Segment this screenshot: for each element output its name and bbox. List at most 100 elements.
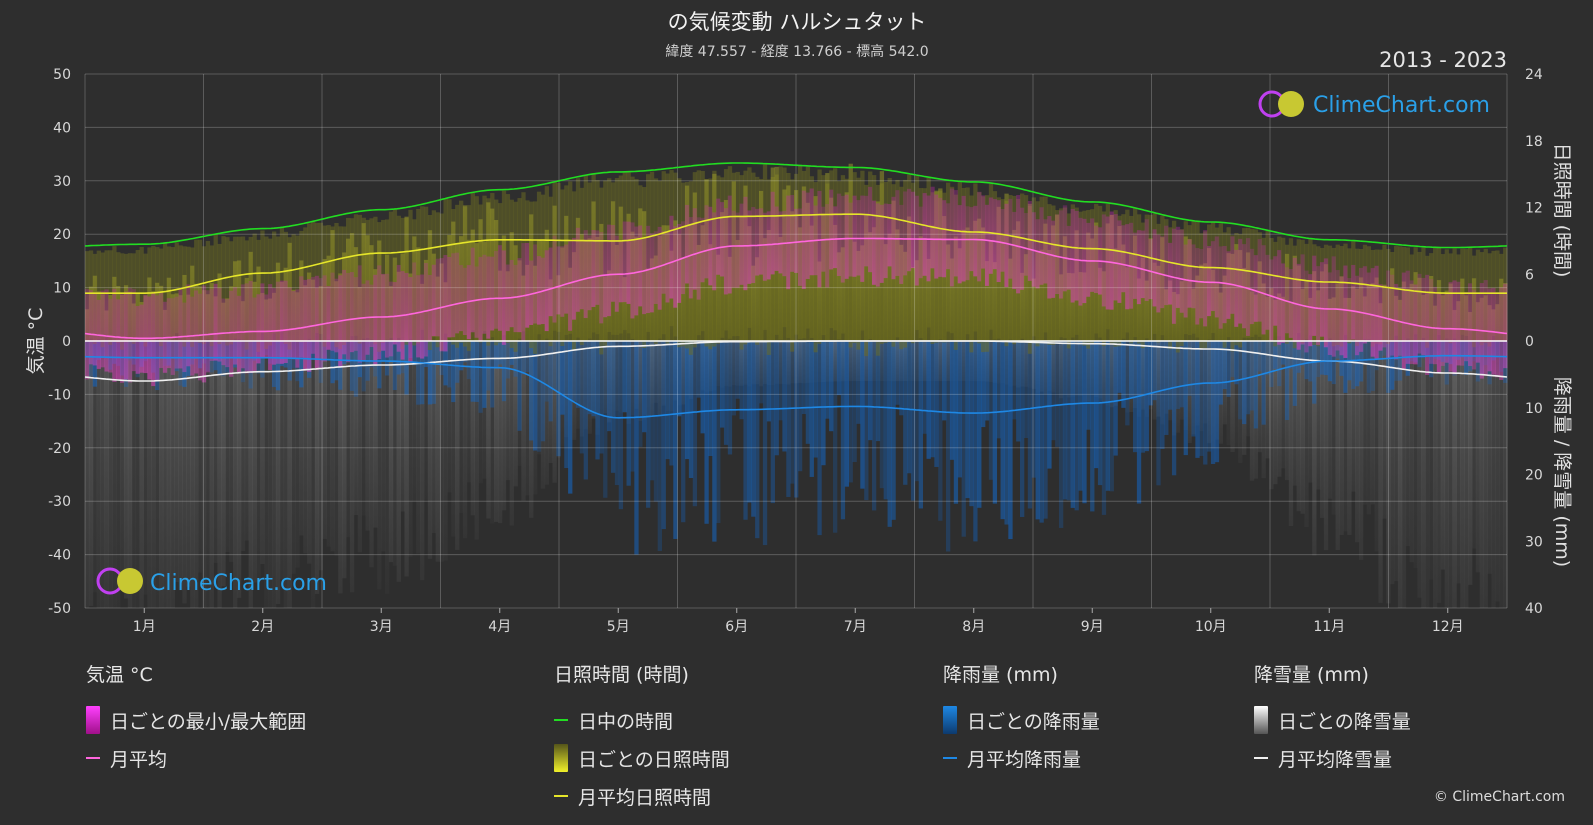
daily-temp-range (938, 197, 943, 277)
daily-temp-range (1144, 219, 1149, 301)
daily-temp-range (178, 289, 183, 369)
right-axis-label-bottom: 降雨量 / 降雪量 (mm) (1551, 377, 1573, 567)
daily-temp-range (1117, 220, 1122, 303)
daily-rain-bar (1253, 341, 1259, 429)
daily-temp-range (548, 247, 553, 317)
daily-snow-bar (455, 341, 460, 550)
daily-rain-bar (420, 341, 425, 405)
daily-snow-bar (1468, 341, 1473, 585)
daily-rain-bar (529, 341, 534, 441)
daily-temp-range (864, 195, 869, 267)
daily-temp-range (186, 284, 191, 367)
daily-temp-range (392, 282, 398, 345)
daily-snow-bar (1503, 341, 1508, 608)
daily-snow-bar (123, 341, 129, 599)
daily-snow-bar (244, 341, 250, 541)
daily-temp-range (1483, 280, 1488, 376)
daily-temp-range (1436, 293, 1442, 373)
daily-temp-range (692, 208, 698, 290)
daily-snow-bar (681, 341, 686, 405)
daily-temp-range (618, 241, 624, 303)
daily-snow-bar (416, 341, 421, 554)
daily-snow-bar (856, 341, 861, 382)
daily-snow-bar (1432, 341, 1438, 608)
temp-avg-line (84, 237, 1508, 340)
daily-rain-bar (860, 341, 865, 489)
daily-temp-range (318, 278, 324, 369)
daily-sunshine-bar (910, 267, 916, 341)
daily-snow-bar (229, 341, 234, 562)
daily-snow-bar (209, 341, 214, 608)
daily-snow-bar (638, 341, 643, 421)
daily-temp-range (688, 217, 694, 299)
daily-snow-bar (353, 341, 359, 516)
daily-snow-bar (1397, 341, 1403, 608)
daily-snow-bar (1238, 341, 1243, 463)
daily-temp-range (260, 283, 265, 359)
left-tick-label: -50 (48, 601, 71, 617)
daily-rain-bar (1362, 341, 1368, 364)
daily-snow-bar (1039, 341, 1044, 392)
daily-snow-bar (159, 341, 164, 608)
x-tick-label: 3月 (370, 619, 393, 635)
daily-temp-range (213, 283, 218, 361)
watermark-text: ClimeChart.com (150, 571, 327, 596)
daily-temp-range (1152, 229, 1157, 307)
x-tick-label: 7月 (844, 619, 867, 635)
daily-sunshine-bar (836, 252, 842, 341)
daily-rain-bar (486, 341, 491, 391)
daily-snow-bar (116, 341, 121, 608)
daily-temp-range (1394, 283, 1399, 360)
daily-temp-range (708, 206, 713, 286)
daily-rain-bar (938, 341, 943, 521)
daily-temp-range (1335, 270, 1340, 351)
daily-temp-range (1058, 210, 1064, 299)
daily-snow-bar (190, 341, 195, 608)
daily-temp-range (373, 274, 378, 365)
daily-snow-bar (653, 341, 659, 403)
daily-rain-bar (1031, 341, 1036, 478)
daily-snow-bar (166, 341, 172, 608)
daily-snow-bar (338, 341, 343, 594)
left-tick-label: 30 (53, 174, 71, 190)
daily-sunshine-bar (957, 248, 962, 341)
daily-temp-range (264, 294, 269, 359)
daily-rain-bar (1171, 341, 1177, 476)
daily-temp-range (1390, 274, 1395, 356)
daily-rain-bar (1187, 341, 1192, 396)
daily-rain-bar (801, 341, 807, 415)
daily-snow-bar (529, 341, 534, 518)
daily-snow-bar (1335, 341, 1340, 550)
daily-snow-bar (618, 341, 624, 413)
daily-rain-bar (992, 341, 998, 504)
daily-temp-range (408, 277, 413, 362)
daily-snow-bar (120, 341, 125, 579)
daily-rain-bar (435, 341, 440, 363)
daily-temp-range (887, 204, 892, 267)
left-tick-label: -30 (48, 494, 71, 510)
daily-rain-bar (727, 341, 733, 455)
daily-temp-range (112, 288, 117, 382)
daily-temp-range (96, 299, 101, 369)
daily-temp-range (587, 235, 592, 311)
daily-temp-range (236, 295, 242, 374)
daily-rain-bar (548, 341, 553, 422)
daily-temp-range (135, 306, 140, 374)
daily-rain-bar (1284, 341, 1290, 421)
daily-snow-bar (716, 341, 721, 387)
daily-rain-bar (1078, 341, 1083, 491)
daily-temp-range (910, 191, 916, 269)
legend-snow: 降雪量 (mm) 日ごとの降雪量 月平均降雪量 (1254, 660, 1411, 777)
daily-snow-bar (1351, 341, 1356, 492)
daylight-band (264, 236, 269, 349)
daily-snow-bar (248, 341, 253, 608)
daily-snow-bar (587, 341, 592, 434)
daily-snow-bar (934, 341, 939, 382)
daily-rain-bar (903, 341, 908, 485)
daily-snow-bar (1027, 341, 1033, 388)
daily-temp-range (346, 272, 351, 363)
daily-sunshine-bar (1070, 273, 1075, 341)
daily-temp-range (583, 230, 588, 318)
line-swatch-icon (554, 795, 568, 797)
daily-snow-bar (1378, 341, 1383, 603)
